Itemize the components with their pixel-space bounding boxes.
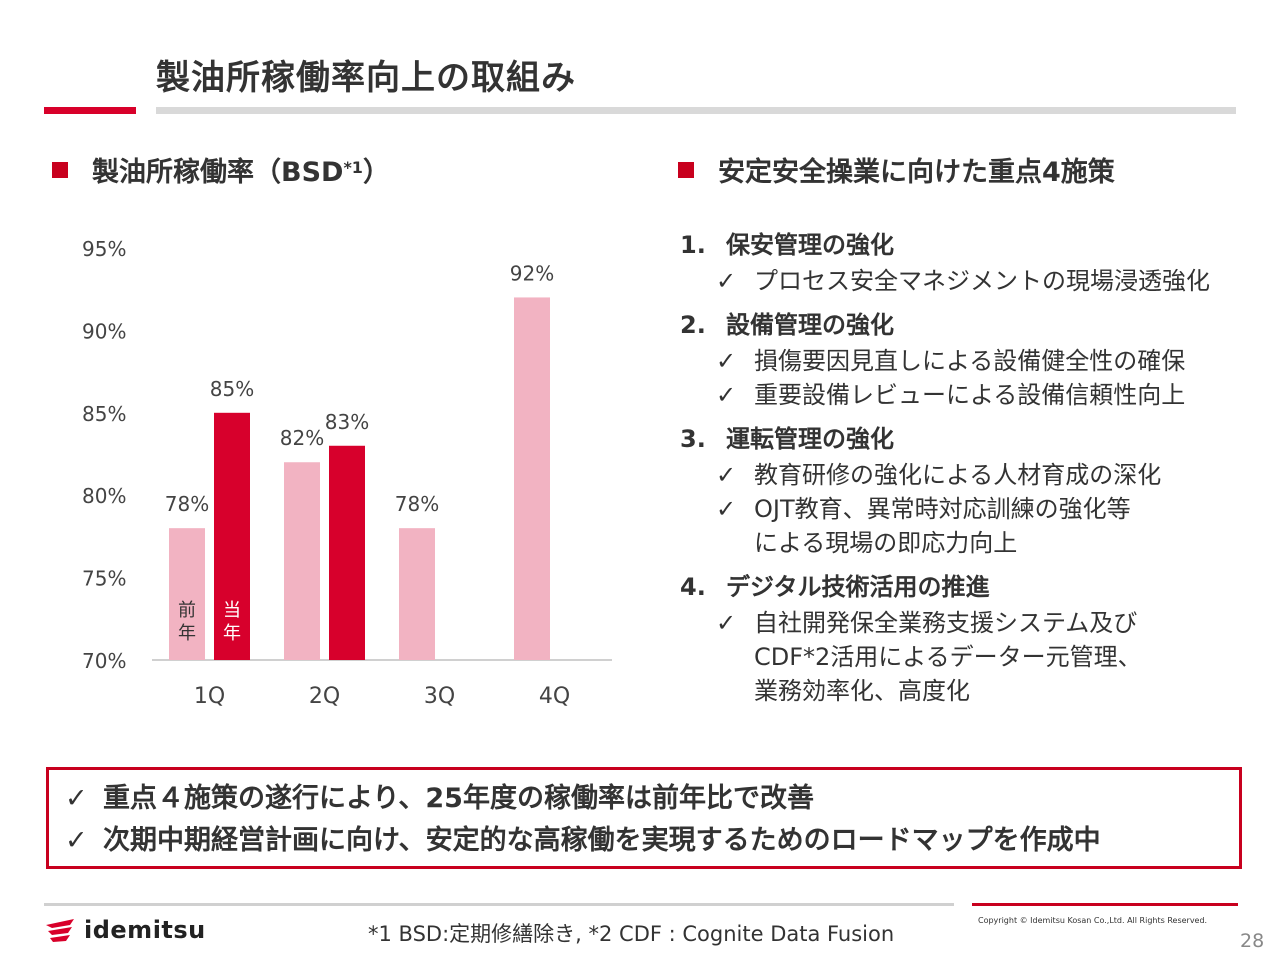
- page-title: 製油所稼働率向上の取組み: [156, 58, 576, 98]
- data-label: 82%: [280, 426, 324, 450]
- logo-mark-icon: [46, 919, 74, 942]
- in-bar-legend-char: 前: [178, 600, 196, 621]
- y-tick-label: 70%: [82, 649, 126, 673]
- title-underline: [156, 107, 1236, 114]
- measure-heading: 1. 保安管理の強化: [680, 226, 1260, 264]
- copyright: Copyright © Idemitsu Kosan Co.,Ltd. All …: [978, 916, 1208, 925]
- check-icon: ✓: [716, 381, 737, 409]
- data-label: 78%: [395, 492, 439, 516]
- data-label: 85%: [210, 377, 254, 401]
- y-tick-label: 75%: [82, 567, 126, 591]
- measure-item: 3. 運転管理の強化 ✓ 教育研修の強化による人材育成の深化 ✓ OJT教育、異常時対応訓…: [680, 420, 1260, 560]
- measure-title: 保安管理の強化: [726, 231, 894, 259]
- measure-subitem-text: OJT教育、異常時対応訓練の強化等 による現場の即応力向上: [754, 495, 1131, 557]
- check-icon: ✓: [716, 347, 737, 375]
- measure-subitem: ✓ OJT教育、異常時対応訓練の強化等 による現場の即応力向上: [680, 492, 1260, 560]
- bar-previous-year: [399, 528, 435, 660]
- y-tick-label: 80%: [82, 484, 126, 508]
- x-tick-label: 1Q: [194, 684, 225, 709]
- measure-subitem-text: 教育研修の強化による人材育成の深化: [754, 461, 1162, 489]
- check-icon: ✓: [716, 267, 737, 295]
- measure-number: 3.: [680, 425, 706, 453]
- summary-line: ✓ 次期中期経営計画に向け、安定的な高稼働を実現するためのロードマップを作成中: [65, 820, 1239, 862]
- measures-heading-text: 安定安全操業に向けた重点4施策: [718, 157, 1115, 188]
- measure-number: 2.: [680, 311, 706, 339]
- y-tick-label: 90%: [82, 319, 126, 343]
- check-icon: ✓: [65, 783, 88, 814]
- bar-previous-year: [284, 462, 320, 660]
- measure-subitem-text: 自社開発保全業務支援システム及び CDF*2活用によるデーター元管理、 業務効率…: [754, 609, 1142, 705]
- measure-heading: 3. 運転管理の強化: [680, 420, 1260, 458]
- chart-section-heading: 製油所稼働率（BSD *1）: [52, 150, 390, 189]
- footnote: *1 BSD:定期修繕除き, *2 CDF : Cognite Data Fus…: [368, 922, 895, 946]
- measure-subitem-text: プロセス安全マネジメントの現場浸透強化: [754, 267, 1210, 295]
- measure-subitem: ✓ 自社開発保全業務支援システム及び CDF*2活用によるデーター元管理、 業務効…: [680, 606, 1260, 708]
- in-bar-legend-char: 年: [223, 623, 241, 644]
- summary-line: ✓ 重点４施策の遂行により、25年度の稼働率は前年比で改善: [65, 778, 1239, 820]
- measure-number: 1.: [680, 231, 706, 259]
- measure-subitem-text: 損傷要因見直しによる設備健全性の確保: [754, 347, 1186, 375]
- measure-item: 1. 保安管理の強化 ✓ プロセス安全マネジメントの現場浸透強化: [680, 226, 1260, 298]
- check-icon: ✓: [65, 825, 88, 856]
- in-bar-legend: 当年: [223, 600, 241, 644]
- bullet-square-icon: [52, 161, 68, 178]
- measure-title: 運転管理の強化: [726, 425, 894, 453]
- bar-current-year: [329, 445, 365, 660]
- measure-subitem-text: 重要設備レビューによる設備信頼性向上: [754, 381, 1186, 409]
- chart-heading-sup: *1: [343, 158, 363, 177]
- x-tick-label: 3Q: [424, 684, 455, 709]
- check-icon: ✓: [716, 461, 737, 489]
- measure-title: 設備管理の強化: [726, 311, 894, 339]
- bar-previous-year: [514, 297, 550, 660]
- y-tick-label: 85%: [82, 402, 126, 426]
- title-accent-bar: [44, 107, 136, 114]
- page-number: 28: [1240, 930, 1265, 952]
- summary-box: ✓ 重点４施策の遂行により、25年度の稼働率は前年比で改善 ✓ 次期中期経営計画…: [46, 767, 1242, 869]
- footer-divider: [44, 903, 954, 906]
- measures-section-heading: 安定安全操業に向けた重点4施策: [678, 150, 1115, 189]
- company-logo: idemitsu: [44, 916, 206, 944]
- summary-text: 重点４施策の遂行により、25年度の稼働率は前年比で改善: [103, 783, 814, 814]
- measure-subitem: ✓ 教育研修の強化による人材育成の深化: [680, 458, 1260, 492]
- measure-heading: 4. デジタル技術活用の推進: [680, 568, 1260, 606]
- summary-text: 次期中期経営計画に向け、安定的な高稼働を実現するためのロードマップを作成中: [103, 825, 1101, 856]
- utilization-bar-chart: 95%90%85%80%75%70%78%前年85%当年1Q82%83%2Q78…: [82, 237, 612, 709]
- logo-text: idemitsu: [84, 916, 206, 944]
- x-tick-label: 4Q: [539, 684, 570, 709]
- chart-heading-text: 製油所稼働率（BSD: [92, 157, 344, 188]
- in-bar-legend-char: 当: [223, 600, 241, 621]
- measure-subitem: ✓ 重要設備レビューによる設備信頼性向上: [680, 378, 1260, 412]
- data-label: 78%: [165, 492, 209, 516]
- check-icon: ✓: [716, 609, 737, 637]
- footer-accent: [972, 903, 1238, 906]
- chart-heading-close: ）: [362, 157, 390, 188]
- measure-subitem: ✓ プロセス安全マネジメントの現場浸透強化: [680, 264, 1260, 298]
- measures-list: 1. 保安管理の強化 ✓ プロセス安全マネジメントの現場浸透強化 2. 設備管理の強化 ✓ 損…: [680, 226, 1260, 716]
- measure-subitem: ✓ 損傷要因見直しによる設備健全性の確保: [680, 344, 1260, 378]
- measure-number: 4.: [680, 573, 706, 601]
- bar-current-year: [214, 412, 250, 660]
- x-tick-label: 2Q: [309, 684, 340, 709]
- measure-heading: 2. 設備管理の強化: [680, 306, 1260, 344]
- bar-previous-year: [169, 528, 205, 660]
- check-icon: ✓: [716, 495, 737, 523]
- measure-item: 4. デジタル技術活用の推進 ✓ 自社開発保全業務支援システム及び CDF*2活用によ…: [680, 568, 1260, 708]
- bullet-square-icon: [678, 161, 694, 178]
- data-label: 83%: [325, 410, 369, 434]
- y-tick-label: 95%: [82, 237, 126, 261]
- data-label: 92%: [510, 261, 554, 285]
- measure-title: デジタル技術活用の推進: [726, 573, 990, 601]
- in-bar-legend-char: 年: [178, 623, 196, 644]
- measure-item: 2. 設備管理の強化 ✓ 損傷要因見直しによる設備健全性の確保 ✓ 重要設備レビューによる…: [680, 306, 1260, 412]
- in-bar-legend: 前年: [178, 600, 196, 644]
